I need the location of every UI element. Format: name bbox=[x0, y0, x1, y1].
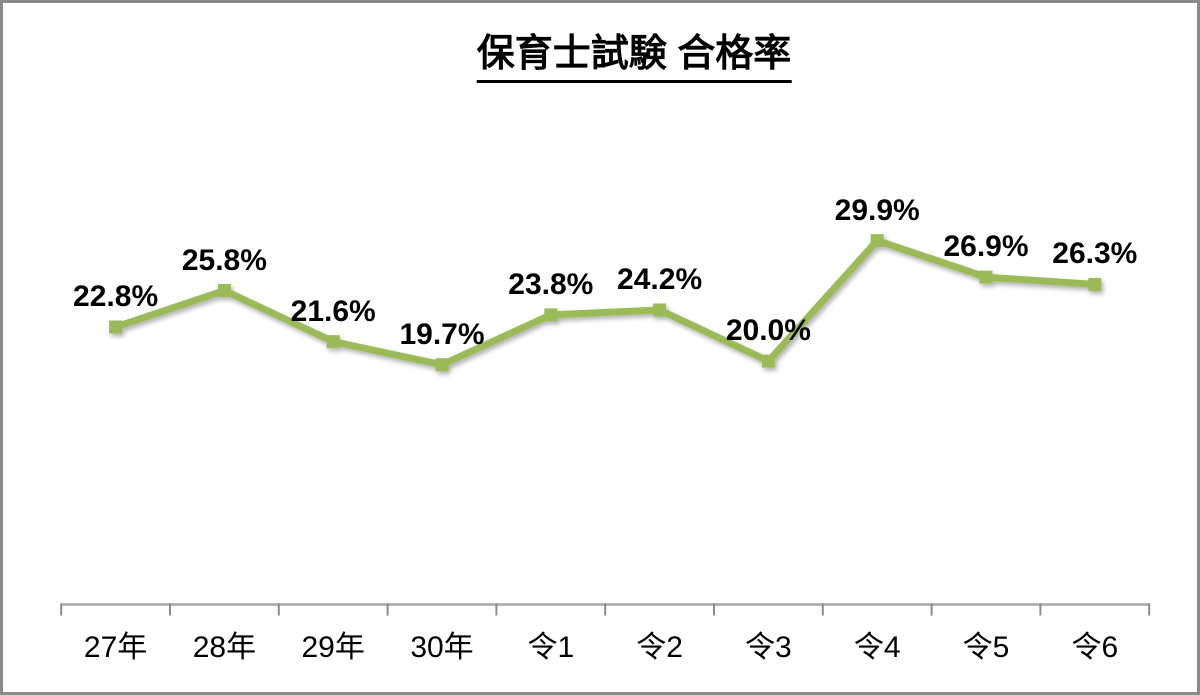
data-point-marker bbox=[653, 303, 667, 317]
chart-plot-svg bbox=[60, 234, 1151, 616]
x-axis-label: 令3 bbox=[745, 631, 792, 664]
data-label: 24.2% bbox=[617, 262, 703, 296]
data-label: 29.9% bbox=[834, 193, 920, 227]
data-point-marker bbox=[870, 234, 884, 248]
x-axis-label: 30年 bbox=[410, 631, 474, 664]
data-label: 19.7% bbox=[399, 317, 485, 351]
x-axis-label: 27年 bbox=[83, 631, 148, 664]
data-point-marker bbox=[761, 354, 775, 368]
x-axis bbox=[60, 603, 1151, 616]
data-label: 26.9% bbox=[943, 230, 1029, 264]
x-axis-label: 令5 bbox=[962, 631, 1010, 664]
chart-title: 保育士試験 合格率 bbox=[476, 33, 792, 83]
data-point-marker bbox=[544, 308, 558, 322]
x-axis-label: 令4 bbox=[853, 631, 901, 664]
data-point-marker bbox=[109, 320, 123, 334]
x-axis-label: 令2 bbox=[636, 631, 683, 664]
x-axis-label: 29年 bbox=[301, 631, 365, 664]
data-label: 26.3% bbox=[1052, 237, 1138, 271]
data-point-marker bbox=[217, 284, 231, 298]
data-label: 23.8% bbox=[508, 267, 594, 301]
x-axis-label: 令6 bbox=[1071, 631, 1119, 664]
data-label: 21.6% bbox=[290, 294, 376, 328]
x-axis-label: 令1 bbox=[527, 631, 575, 664]
data-point-marker bbox=[979, 270, 993, 284]
series-line bbox=[114, 237, 1096, 369]
series-line-group bbox=[109, 234, 1102, 372]
data-label: 20.0% bbox=[725, 314, 811, 348]
data-label: 25.8% bbox=[181, 243, 267, 277]
x-axis-label: 28年 bbox=[192, 631, 257, 664]
data-label: 22.8% bbox=[73, 280, 159, 314]
data-point-marker bbox=[435, 358, 449, 372]
data-point-marker bbox=[1088, 277, 1102, 291]
data-point-marker bbox=[326, 335, 340, 349]
